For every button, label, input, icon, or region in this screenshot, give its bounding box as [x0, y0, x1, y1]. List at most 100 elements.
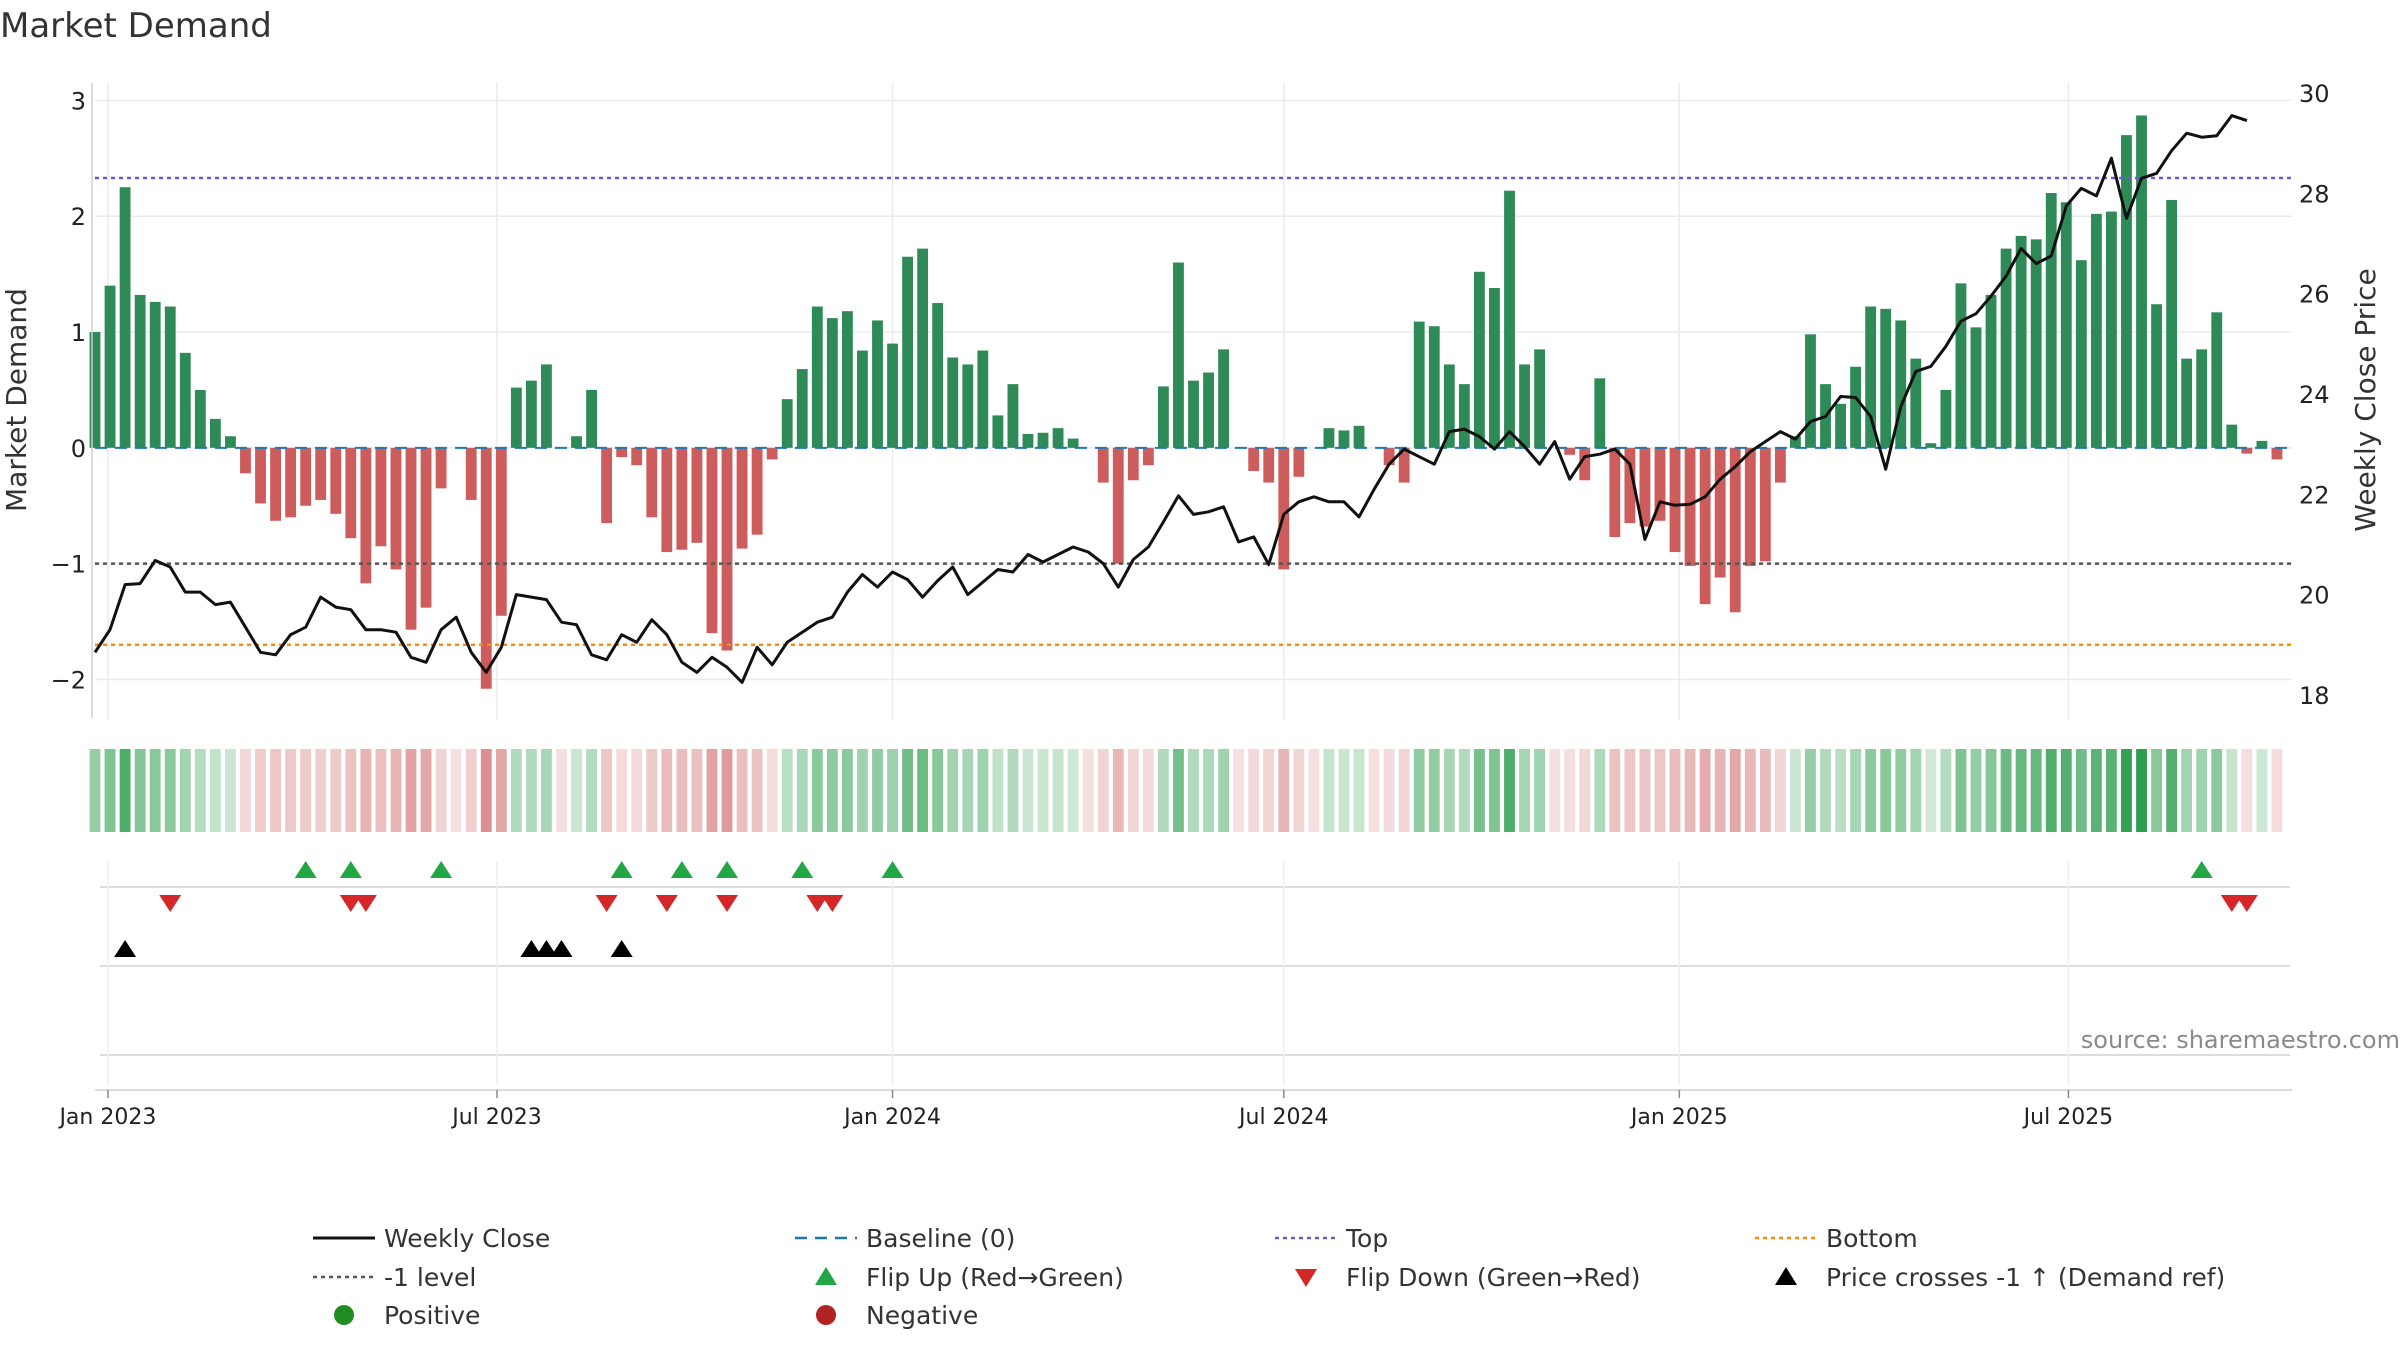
positive-bar: [962, 364, 974, 448]
strip-cell: [1428, 749, 1440, 832]
strip-cell: [1835, 749, 1846, 832]
positive-bar: [1835, 403, 1846, 448]
negative-bar: [631, 447, 643, 466]
strip-cell: [1383, 749, 1395, 832]
flip-up-marker: [791, 861, 814, 878]
negative-bar: [1248, 447, 1260, 471]
negative-bar: [676, 447, 688, 550]
negative-bar: [2241, 447, 2253, 454]
positive-bar: [1052, 428, 1064, 448]
legend-label: Negative: [866, 1301, 978, 1330]
positive-bar: [179, 352, 191, 448]
negative-bar: [1398, 447, 1410, 483]
strip-cell: [1985, 749, 1997, 832]
strip-cell: [781, 749, 793, 832]
flip-down-marker: [655, 895, 678, 912]
positive-bar: [1940, 389, 1952, 448]
positive-bar: [781, 399, 793, 448]
y-tick-label: 3: [71, 87, 86, 115]
y2-tick-label: 18: [2299, 682, 2330, 710]
negative-bar: [405, 447, 417, 630]
strip-cell: [2075, 749, 2087, 832]
negative-bar: [480, 447, 492, 689]
positive-bar: [1865, 306, 1877, 448]
strip-cell: [2181, 749, 2193, 832]
strip-cell: [330, 749, 342, 832]
negative-bar: [420, 447, 432, 608]
positive-bar: [2196, 349, 2208, 448]
positive-bar: [2136, 115, 2147, 448]
negative-bar: [1624, 447, 1636, 524]
price-cross-marker: [550, 940, 573, 957]
y-tick-label: 0: [71, 435, 86, 463]
strip-cell: [766, 749, 778, 832]
positive-bar: [149, 301, 161, 448]
strip-cell: [420, 749, 432, 832]
negative-bar: [1654, 447, 1666, 521]
legend-label: Weekly Close: [384, 1224, 550, 1253]
negative-bar: [691, 447, 703, 543]
strip-cell: [1188, 749, 1199, 832]
negative-bar: [601, 447, 613, 524]
negative-bar: [360, 447, 372, 584]
flip-up-marker: [430, 861, 453, 878]
positive-bar: [977, 350, 989, 448]
strip-cell: [209, 749, 221, 832]
strip-cell: [1248, 749, 1260, 832]
strip-cell: [375, 749, 387, 832]
strip-cell: [1022, 749, 1034, 832]
legend-label: Bottom: [1826, 1224, 1918, 1253]
strip-cell: [270, 749, 281, 832]
strip-cell: [676, 749, 688, 832]
negative-bar: [255, 447, 266, 504]
positive-bar: [811, 306, 823, 448]
positive-bar: [209, 418, 221, 448]
positive-bar: [1850, 366, 1862, 448]
strip-cell: [1925, 749, 1937, 832]
strip-cell: [1157, 749, 1169, 832]
strip-cell: [1443, 749, 1455, 832]
price-cross-marker: [114, 940, 137, 957]
x-tick-label: Jan 2023: [57, 1105, 156, 1130]
negative-bar: [1609, 447, 1621, 538]
negative-bar: [1383, 447, 1395, 466]
y2-tick-label: 20: [2299, 582, 2330, 610]
strip-cell: [285, 749, 297, 832]
negative-bar: [300, 447, 312, 506]
positive-bar: [1489, 287, 1500, 448]
positive-bar: [119, 187, 131, 448]
positive-bar: [857, 350, 868, 448]
positive-bar: [1022, 433, 1034, 448]
strip-cell: [1624, 749, 1636, 832]
legend-label: Flip Down (Green→Red): [1346, 1263, 1641, 1292]
strip-cell: [2196, 749, 2208, 832]
strip-cell: [390, 749, 402, 832]
legend-label: Price crosses -1 ↑ (Demand ref): [1826, 1263, 2225, 1292]
positive-bar: [1037, 432, 1049, 448]
flip-down-marker: [2220, 895, 2243, 912]
strip-cell: [2226, 749, 2238, 832]
strip-cell: [1549, 749, 1561, 832]
negative-bar: [661, 447, 673, 553]
negative-bar: [616, 447, 628, 458]
positive-bar: [1790, 436, 1801, 448]
positive-bar: [1338, 430, 1350, 448]
strip-cell: [2241, 749, 2253, 832]
negative-bar: [1774, 447, 1786, 483]
strip-cell: [1413, 749, 1425, 832]
negative-bar: [1699, 447, 1711, 605]
strip-cell: [1564, 749, 1576, 832]
negative-bar: [1278, 447, 1290, 570]
negative-bar: [1142, 447, 1154, 466]
strip-cell: [360, 749, 372, 832]
positive-bar: [89, 332, 101, 448]
strip-cell: [1323, 749, 1335, 832]
positive-bar: [902, 256, 914, 448]
strip-cell: [525, 749, 537, 832]
strip-cell: [2211, 749, 2223, 832]
positive-bar: [1458, 384, 1470, 448]
y-tick-label: −1: [51, 551, 86, 579]
flip-up-marker: [2190, 861, 2213, 878]
positive-bar: [2090, 213, 2102, 448]
chart-title: Market Demand: [0, 6, 272, 46]
